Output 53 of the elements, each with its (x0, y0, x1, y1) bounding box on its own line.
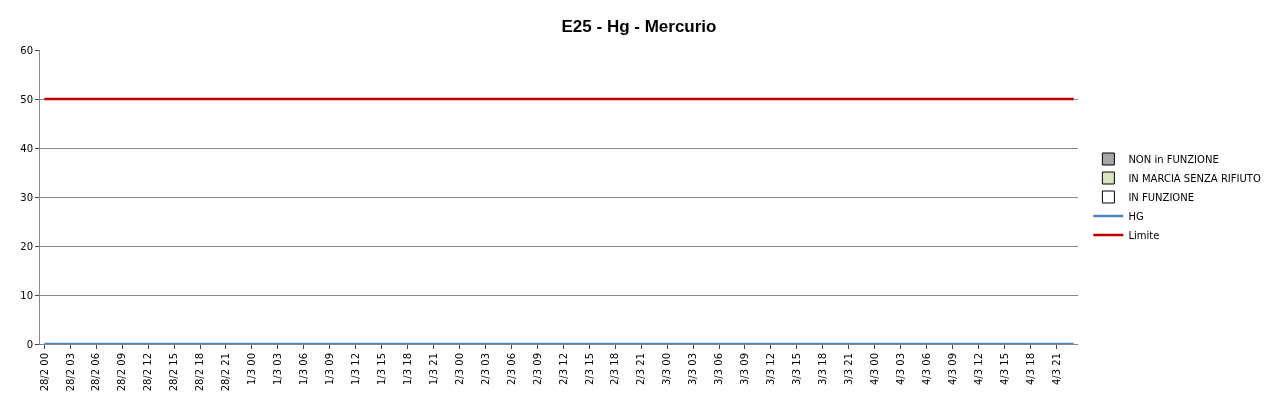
x-tick-label: 3/3 15 (791, 353, 803, 385)
y-tick-label: 20 (20, 240, 33, 252)
x-tick-label: 2/3 00 (453, 353, 465, 385)
x-tick-label: 28/2 03 (64, 353, 76, 392)
x-tick-label: 4/3 06 (920, 353, 932, 385)
x-tick-label: 28/2 06 (90, 353, 102, 392)
x-tick-label: 28/2 00 (38, 353, 50, 392)
x-tick-label: 3/3 03 (687, 353, 699, 385)
y-tick-label: 0 (26, 338, 33, 350)
x-tick-label: 4/3 09 (946, 353, 958, 385)
x-tick-label: 1/3 03 (272, 353, 284, 385)
x-tick-label: 4/3 21 (1050, 353, 1062, 385)
x-tick-label: 28/2 09 (116, 353, 128, 392)
x-tick-label: 3/3 21 (843, 353, 855, 385)
x-tick-label: 1/3 12 (349, 353, 361, 385)
x-tick-label: 3/3 18 (817, 353, 829, 385)
x-tick-label: 4/3 12 (972, 353, 984, 385)
x-tick-label: 28/2 21 (220, 353, 232, 392)
legend-label: IN FUNZIONE (1128, 191, 1195, 203)
y-tick-label: 50 (20, 93, 33, 105)
x-tick-label: 4/3 15 (998, 353, 1010, 385)
y-tick-label: 40 (20, 142, 33, 154)
x-tick-label: 2/3 09 (531, 353, 543, 385)
x-tick-label: 28/2 12 (142, 353, 154, 392)
y-tick-label: 10 (20, 289, 33, 301)
x-tick-label: 3/3 06 (713, 353, 725, 385)
x-tick-label: 1/3 00 (246, 353, 258, 385)
legend-label: IN MARCIA SENZA RIFIUTO (1128, 172, 1261, 184)
x-tick-label: 28/2 18 (194, 353, 206, 392)
y-tick-label: 60 (20, 44, 33, 56)
x-tick-label: 2/3 21 (635, 353, 647, 385)
legend-label: NON in FUNZIONE (1128, 153, 1219, 165)
x-tick-label: 1/3 09 (324, 353, 336, 385)
x-tick-label: 2/3 18 (609, 353, 621, 385)
legend-label: HG (1128, 210, 1144, 222)
chart-title: E25 - Hg - Mercurio (561, 17, 717, 37)
y-tick-label: 30 (20, 191, 33, 203)
x-tick-label: 4/3 00 (868, 353, 880, 385)
x-tick-label: 4/3 03 (894, 353, 906, 385)
x-tick-label: 1/3 21 (427, 353, 439, 385)
x-tick-label: 28/2 15 (168, 353, 180, 392)
x-tick-label: 3/3 12 (765, 353, 777, 385)
x-tick-label: 1/3 06 (298, 353, 310, 385)
x-tick-label: 2/3 15 (583, 353, 595, 385)
x-tick-label: 2/3 06 (505, 353, 517, 385)
x-tick-label: 3/3 00 (661, 353, 673, 385)
x-tick-label: 3/3 09 (739, 353, 751, 385)
x-tick-label: 2/3 03 (479, 353, 491, 385)
x-tick-label: 2/3 12 (557, 353, 569, 385)
x-tick-label: 1/3 18 (401, 353, 413, 385)
legend-label: Limite (1128, 229, 1160, 241)
x-tick-label: 4/3 18 (1024, 353, 1036, 385)
x-tick-label: 1/3 15 (375, 353, 387, 385)
